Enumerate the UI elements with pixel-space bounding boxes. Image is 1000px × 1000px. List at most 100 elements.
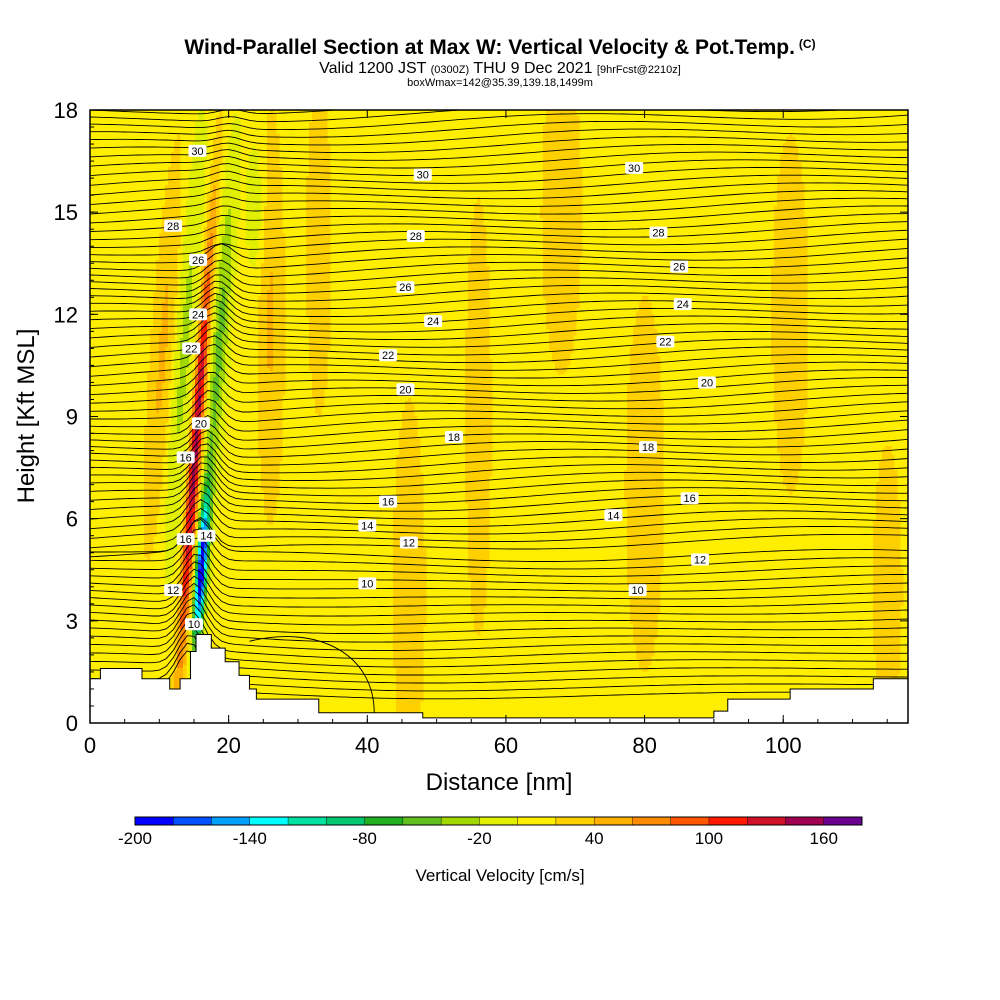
velocity-cell [564, 317, 568, 321]
velocity-cell [267, 335, 271, 339]
velocity-cell [312, 149, 316, 153]
velocity-cell [159, 281, 163, 285]
velocity-cell [201, 299, 205, 303]
velocity-cell [201, 212, 205, 216]
velocity-cell [570, 146, 574, 150]
velocity-cell [189, 299, 193, 303]
velocity-cell [228, 317, 232, 321]
velocity-cell [558, 299, 562, 303]
velocity-cell [483, 257, 487, 261]
velocity-cell [564, 188, 568, 192]
velocity-cell [225, 209, 229, 213]
velocity-cell [309, 305, 313, 309]
velocity-cell [219, 308, 223, 312]
velocity-cell [543, 221, 547, 225]
velocity-cell [642, 344, 646, 348]
velocity-cell [273, 242, 277, 246]
velocity-cell [261, 353, 265, 357]
velocity-cell [771, 308, 775, 312]
velocity-cell [261, 290, 265, 294]
velocity-cell [192, 215, 196, 219]
velocity-cell [795, 260, 799, 264]
velocity-cell [234, 194, 238, 198]
velocity-cell [642, 323, 646, 327]
velocity-cell [216, 191, 220, 195]
velocity-cell [228, 182, 232, 186]
velocity-cell [207, 275, 211, 279]
velocity-cell [273, 293, 277, 297]
velocity-cell [324, 113, 328, 117]
velocity-cell [180, 299, 184, 303]
velocity-cell [636, 350, 640, 354]
velocity-cell [318, 278, 322, 282]
velocity-cell [783, 266, 787, 270]
velocity-cell [546, 170, 550, 174]
velocity-cell [327, 287, 331, 291]
velocity-cell [315, 149, 319, 153]
velocity-cell [210, 290, 214, 294]
velocity-cell [774, 284, 778, 288]
velocity-cell [231, 236, 235, 240]
velocity-cell [210, 182, 214, 186]
velocity-cell [159, 311, 163, 315]
velocity-cell [312, 293, 316, 297]
velocity-cell [771, 329, 775, 333]
velocity-cell [309, 206, 313, 210]
velocity-cell [639, 338, 643, 342]
velocity-cell [207, 332, 211, 336]
velocity-cell [786, 251, 790, 255]
velocity-cell [792, 332, 796, 336]
velocity-cell [192, 158, 196, 162]
velocity-cell [552, 152, 556, 156]
velocity-cell [201, 320, 205, 324]
velocity-cell [225, 326, 229, 330]
velocity-cell [468, 266, 472, 270]
velocity-cell [567, 245, 571, 249]
velocity-cell [783, 263, 787, 267]
velocity-cell [567, 215, 571, 219]
velocity-cell [165, 215, 169, 219]
velocity-cell [798, 233, 802, 237]
velocity-cell [804, 332, 808, 336]
velocity-cell [795, 194, 799, 198]
velocity-cell [165, 302, 169, 306]
velocity-cell [786, 254, 790, 258]
velocity-cell [201, 164, 205, 168]
velocity-cell [564, 119, 568, 123]
velocity-cell [270, 122, 274, 126]
velocity-cell [279, 251, 283, 255]
velocity-cell [795, 230, 799, 234]
velocity-cell [555, 170, 559, 174]
velocity-cell [645, 329, 649, 333]
velocity-cell [483, 302, 487, 306]
velocity-cell [255, 164, 259, 168]
velocity-cell [783, 191, 787, 195]
velocity-cell [471, 269, 475, 273]
velocity-cell [225, 317, 229, 321]
velocity-cell [237, 152, 241, 156]
velocity-cell [786, 239, 790, 243]
velocity-cell [327, 146, 331, 150]
velocity-cell [483, 263, 487, 267]
velocity-cell [192, 284, 196, 288]
velocity-cell [792, 224, 796, 228]
velocity-cell [780, 284, 784, 288]
velocity-cell [162, 272, 166, 276]
velocity-cell [804, 224, 808, 228]
velocity-cell [276, 179, 280, 183]
velocity-cell [252, 254, 256, 258]
velocity-cell [225, 230, 229, 234]
velocity-cell [312, 263, 316, 267]
velocity-cell [792, 230, 796, 234]
velocity-cell [255, 242, 259, 246]
velocity-cell [321, 179, 325, 183]
velocity-cell [279, 230, 283, 234]
velocity-cell [774, 236, 778, 240]
velocity-cell [183, 254, 187, 258]
velocity-cell [546, 260, 550, 264]
velocity-cell [192, 272, 196, 276]
velocity-cell [546, 143, 550, 147]
velocity-cell [231, 263, 235, 267]
velocity-cell [312, 311, 316, 315]
velocity-cell [552, 344, 556, 348]
